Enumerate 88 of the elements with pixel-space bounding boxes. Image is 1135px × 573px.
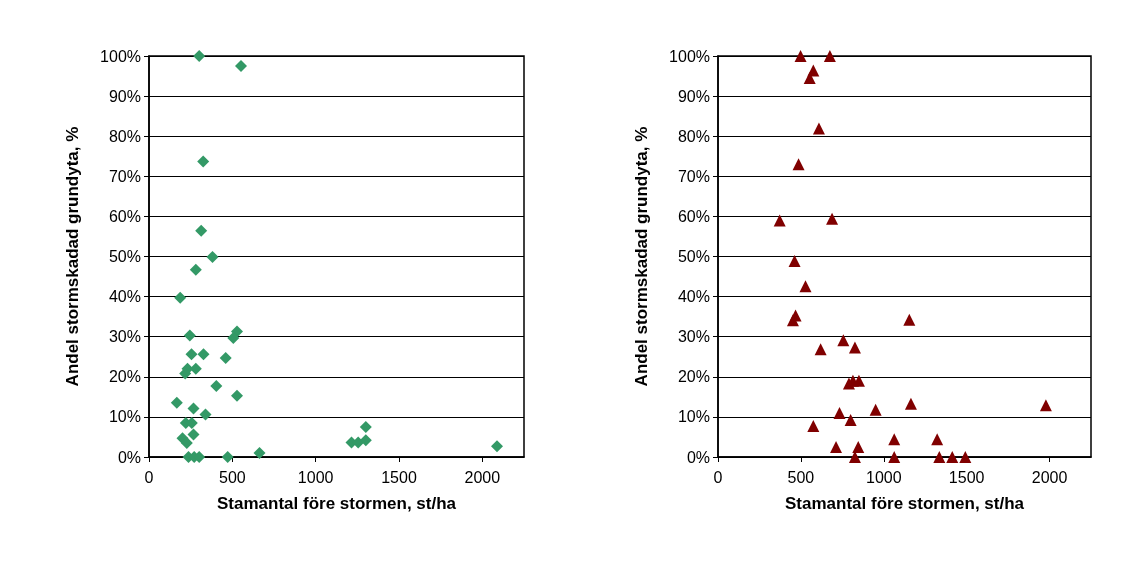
point — [1039, 399, 1052, 412]
point — [170, 396, 183, 409]
point — [902, 313, 915, 326]
point — [210, 380, 223, 393]
point — [359, 420, 372, 433]
point — [958, 451, 971, 463]
point — [786, 314, 799, 327]
point — [187, 402, 200, 415]
point — [227, 331, 240, 344]
point — [930, 433, 943, 446]
point — [180, 436, 193, 449]
point — [235, 60, 247, 73]
y-tick-label: 80% — [108, 127, 141, 145]
point — [851, 440, 864, 453]
x-tick-label: 2000 — [464, 468, 501, 486]
point — [806, 420, 819, 433]
y-tick-label: 40% — [108, 288, 141, 306]
point — [799, 280, 812, 293]
point — [823, 50, 836, 62]
point — [193, 50, 206, 62]
y-tick-label: 10% — [677, 408, 710, 426]
x-tick-label: 500 — [787, 468, 814, 486]
x-tick-label: 500 — [218, 468, 246, 486]
point — [852, 374, 865, 387]
point — [848, 341, 861, 354]
y-tick-label: 40% — [677, 288, 710, 306]
y-tick-label: 90% — [677, 87, 710, 105]
x-tick-label: 1000 — [865, 468, 902, 486]
point — [199, 408, 212, 421]
point — [183, 329, 196, 342]
point — [788, 254, 801, 267]
point — [844, 414, 857, 427]
point — [206, 250, 219, 263]
point — [904, 397, 917, 410]
x-tick-label: 1500 — [948, 468, 985, 486]
y-tick-label: 60% — [677, 207, 710, 225]
x-axis-title: Stamantal före stormen, st/ha — [784, 494, 1025, 513]
point — [219, 351, 232, 364]
point — [792, 158, 805, 171]
point — [195, 224, 208, 237]
point — [825, 212, 838, 225]
point — [231, 389, 243, 402]
point — [836, 334, 849, 347]
y-tick-label: 60% — [108, 207, 141, 225]
y-tick-label: 70% — [108, 167, 141, 185]
point — [887, 433, 900, 446]
y-tick-label: 20% — [677, 368, 710, 386]
point — [812, 122, 825, 135]
point — [814, 343, 827, 356]
y-tick-label: 20% — [108, 368, 141, 386]
point — [803, 72, 816, 85]
point — [253, 446, 266, 459]
x-tick-label: 1000 — [297, 468, 334, 486]
x-axis-title: Stamantal före stormen, st/ha — [216, 494, 457, 513]
point — [221, 451, 234, 463]
point — [833, 406, 846, 419]
point — [829, 440, 842, 453]
x-tick-label: 2000 — [1031, 468, 1067, 486]
point — [491, 440, 503, 453]
point — [794, 50, 807, 62]
x-tick-label: 1500 — [381, 468, 417, 486]
point — [189, 263, 202, 276]
point — [197, 348, 210, 361]
y-tick-label: 100% — [668, 47, 710, 65]
y-tick-label: 70% — [677, 167, 710, 185]
y-tick-label: 50% — [677, 248, 710, 265]
point — [185, 348, 198, 361]
point — [197, 155, 210, 168]
point — [887, 451, 900, 463]
point — [869, 403, 882, 416]
y-tick-label: 30% — [677, 328, 710, 346]
y-tick-label: 50% — [108, 248, 141, 265]
point — [773, 214, 786, 227]
y-tick-label: 100% — [100, 47, 141, 65]
point — [945, 451, 958, 463]
y-tick-label: 10% — [108, 408, 141, 426]
y-tick-label: 0% — [117, 448, 141, 466]
x-tick-label: 0 — [144, 468, 154, 486]
y-tick-label: 90% — [108, 87, 141, 105]
y-axis-title: Andel stormskadad grundyta, % — [631, 126, 651, 387]
point — [932, 451, 945, 463]
y-tick-label: 0% — [686, 448, 710, 466]
y-tick-label: 80% — [677, 127, 710, 145]
x-tick-label: 0 — [713, 468, 723, 486]
point — [187, 428, 200, 441]
y-tick-label: 30% — [108, 328, 141, 346]
point — [174, 291, 187, 304]
y-axis-title: Andel stormskadad grundyta, % — [63, 126, 82, 387]
